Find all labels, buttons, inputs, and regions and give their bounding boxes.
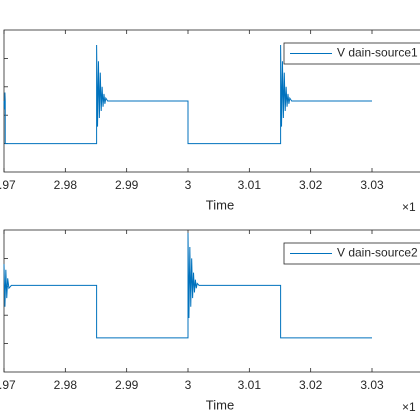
x-tick-label: 3 [185,378,192,392]
x-tick-label: 3 [185,178,192,192]
legend-box [283,42,420,65]
x-tick-label: 3.01 [238,178,262,192]
legend-label: V dain-source2 [337,246,418,260]
x-tick-label: 2.97 [0,178,16,192]
x-axis-label: Time [206,197,234,212]
x-tick-label: 2.98 [54,378,78,392]
x-tick-label: 3.01 [238,378,262,392]
x-tick-label: 2.97 [0,378,16,392]
x-axis-label: Time [206,397,234,412]
legend-label: V dain-source1 [337,46,418,60]
x-tick-label: 2.98 [54,178,78,192]
x-tick-label: 3.02 [299,178,323,192]
x-tick-label: 2.99 [115,378,139,392]
x-tick-label: 3.03 [360,378,384,392]
x-tick-label: 3.03 [360,178,384,192]
x-tick-label: 3.02 [299,378,323,392]
x-tick-label: 2.99 [115,178,139,192]
series-line [3,45,372,145]
x-exponent: ×1 [402,400,416,414]
x-exponent: ×1 [402,200,416,214]
series-line [3,232,372,339]
legend-box [283,242,420,265]
